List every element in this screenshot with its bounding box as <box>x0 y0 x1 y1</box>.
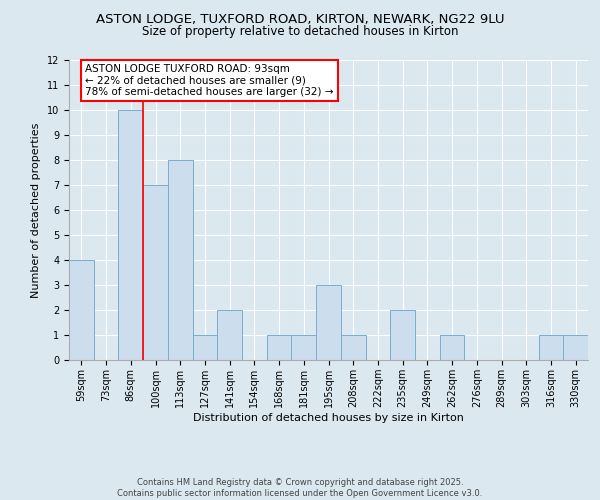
Text: Size of property relative to detached houses in Kirton: Size of property relative to detached ho… <box>142 25 458 38</box>
Bar <box>118 110 143 360</box>
Text: Contains HM Land Registry data © Crown copyright and database right 2025.
Contai: Contains HM Land Registry data © Crown c… <box>118 478 482 498</box>
Bar <box>69 260 94 360</box>
Bar <box>267 335 292 360</box>
Bar <box>292 335 316 360</box>
Bar <box>440 335 464 360</box>
Bar <box>143 185 168 360</box>
Y-axis label: Number of detached properties: Number of detached properties <box>31 122 41 298</box>
Bar <box>193 335 217 360</box>
X-axis label: Distribution of detached houses by size in Kirton: Distribution of detached houses by size … <box>193 412 464 422</box>
Bar <box>539 335 563 360</box>
Bar <box>316 285 341 360</box>
Text: ASTON LODGE, TUXFORD ROAD, KIRTON, NEWARK, NG22 9LU: ASTON LODGE, TUXFORD ROAD, KIRTON, NEWAR… <box>96 12 504 26</box>
Bar <box>390 310 415 360</box>
Text: ASTON LODGE TUXFORD ROAD: 93sqm
← 22% of detached houses are smaller (9)
78% of : ASTON LODGE TUXFORD ROAD: 93sqm ← 22% of… <box>85 64 334 97</box>
Bar <box>168 160 193 360</box>
Bar <box>217 310 242 360</box>
Bar <box>563 335 588 360</box>
Bar <box>341 335 365 360</box>
